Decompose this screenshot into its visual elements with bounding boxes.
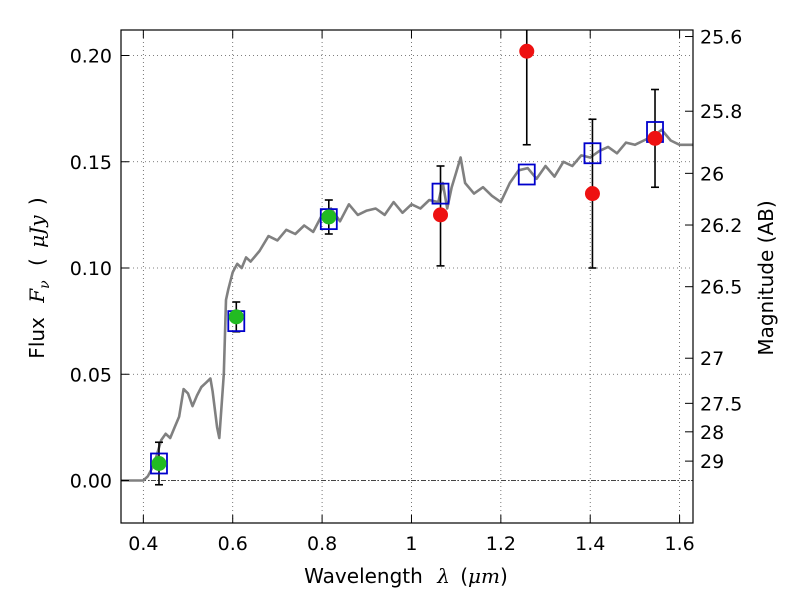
observed-point-layer	[151, 43, 663, 471]
sed-spectrum-line	[121, 128, 693, 482]
y-axis-label-paren-close: )	[25, 197, 49, 205]
x-tick-label: 0.4	[128, 533, 158, 555]
y2-tick-label: 26.5	[700, 277, 742, 299]
plot-frame	[120, 29, 694, 524]
model-square-marker	[431, 182, 450, 205]
y2-tick-label: 27.5	[700, 393, 742, 415]
observed-point-marker	[519, 43, 535, 59]
model-square-marker	[583, 142, 602, 165]
y-tick-label: 0.15	[70, 152, 112, 174]
y2-tick-label: 25.6	[700, 27, 742, 49]
grid-layer	[121, 30, 693, 523]
sed-spectrum-layer	[121, 128, 693, 482]
observed-point-marker	[321, 209, 337, 225]
y-axis-label: Flux Fν ( μJy )	[25, 197, 54, 358]
x-axis-label-symbol: λ	[436, 564, 450, 588]
observed-point-marker	[151, 456, 167, 471]
y-axis-label-text: Flux	[25, 317, 49, 359]
model-square-marker	[319, 208, 338, 231]
x-axis-label-unit: μm	[468, 564, 500, 588]
y-tick-label: 0.10	[70, 258, 112, 280]
y2-tick-label: 28	[700, 422, 724, 444]
y2-tick-label: 25.8	[700, 101, 742, 123]
observed-point-marker	[584, 186, 600, 202]
x-tick-label: 1.2	[486, 533, 516, 555]
y-tick-layer: 0.00 0.05 0.10 0.15 0.20	[70, 46, 129, 493]
x-tick-layer: 0.4 0.6 0.8 1 1.2 1.4 1.6	[128, 30, 695, 555]
x-tick-label: 0.8	[307, 533, 337, 555]
y-axis-label-symbol-sub: ν	[37, 280, 53, 289]
x-tick-label: 0.6	[218, 533, 248, 555]
y2-tick-label: 27	[700, 348, 724, 370]
y-tick-label: 0.20	[70, 46, 112, 68]
x-tick-label: 1.4	[575, 533, 605, 555]
x-axis-label-paren-close: )	[500, 564, 508, 588]
error-bar-layer	[154, 30, 660, 486]
y2-tick-label: 26	[700, 163, 724, 185]
x-tick-label: 1.6	[664, 533, 694, 555]
y-tick-label: 0.05	[70, 364, 112, 386]
x-tick-label: 1	[405, 533, 417, 555]
observed-point-marker	[647, 130, 663, 146]
observed-point-marker	[228, 309, 244, 325]
model-square-marker	[150, 452, 168, 475]
model-square-marker	[517, 163, 536, 186]
observed-point-marker	[433, 207, 449, 223]
y2-tick-layer: 25.6 25.8 26 26.2 26.5 27 27.5 28 29	[685, 27, 742, 473]
y2-tick-label: 29	[700, 451, 724, 473]
y-tick-label: 0.00	[70, 471, 112, 493]
y2-tick-label: 26.2	[700, 215, 742, 237]
y-axis-label-paren-open: (	[25, 258, 49, 266]
x-axis-label-text: Wavelength	[304, 564, 423, 588]
x-axis-label-paren-open: (	[460, 564, 468, 588]
model-square-layer	[150, 121, 664, 475]
y-axis-label-unit: μJy	[25, 215, 49, 248]
x-axis-label: Wavelength λ (μm)	[304, 564, 508, 588]
y2-axis-label: Magnitude (AB)	[754, 200, 778, 355]
y-axis-label-symbol: F	[25, 288, 49, 304]
